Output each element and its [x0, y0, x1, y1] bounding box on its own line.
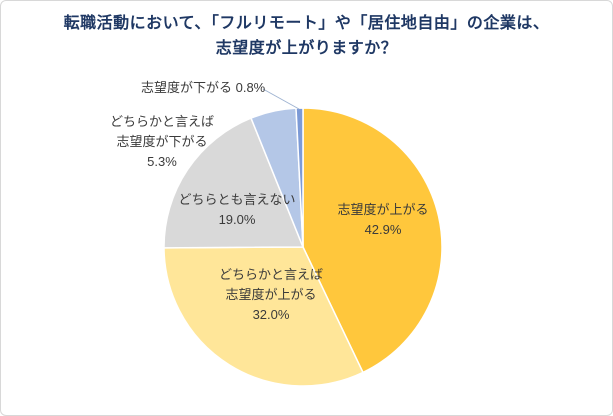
pie-slices [163, 107, 443, 387]
label-line: 志望度が下がる 0.8% [141, 80, 266, 95]
label-line: どちらとも言えない [178, 192, 296, 207]
label-value: 5.3% [147, 154, 177, 169]
chart-title-line2: 志望度が上がりますか？ [215, 40, 398, 57]
label-value: 32.0% [252, 307, 290, 322]
label-dochiraka-sagaru: どちらかと言えば 志望度が下がる 5.3% [102, 112, 222, 172]
pie-slice-1 [302, 107, 443, 374]
label-value: 42.9% [364, 222, 402, 237]
pie-slice-3 [163, 117, 305, 249]
pie-slice-2 [163, 246, 364, 387]
label-line: 志望度が上がる [225, 287, 317, 302]
label-dochiraka-agaru: どちらかと言えば 志望度が上がる 32.0% [209, 265, 333, 325]
label-line: 志望度が上がる [337, 202, 429, 217]
label-shibodo-agaru: 志望度が上がる 42.9% [321, 200, 445, 240]
leader-line-0-8-percent [262, 88, 300, 110]
chart-title: 転職活動において、「フルリモート」や「居住地自由」の企業は、 志望度が上がります… [1, 11, 612, 61]
label-value: 19.0% [218, 212, 256, 227]
pie-slice-5 [295, 107, 304, 248]
label-dochiratomo-ienai: どちらとも言えない 19.0% [175, 190, 299, 230]
label-shibodo-sagaru: 志望度が下がる 0.8% [141, 78, 281, 98]
label-line: どちらかと言えば [109, 114, 214, 129]
label-line: 志望度が下がる [116, 134, 208, 149]
chart-title-line1: 転職活動において、「フルリモート」や「居住地自由」の企業は、 [63, 15, 550, 32]
label-line: どちらかと言えば [218, 267, 323, 282]
